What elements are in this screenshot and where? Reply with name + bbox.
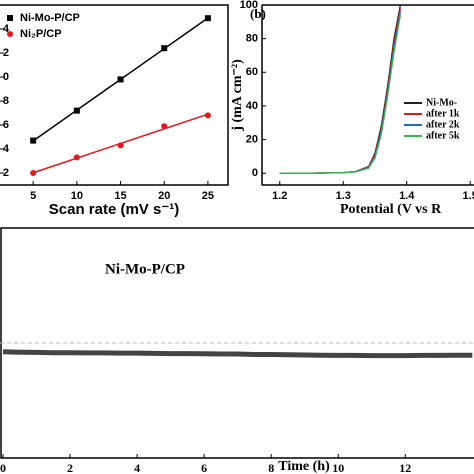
x-tick-label: 10 [71, 190, 83, 202]
y-tick-label: 60 [246, 66, 258, 78]
legend-label: after 1k [426, 108, 460, 119]
y-tick-label: 8 [3, 95, 9, 107]
x-tick-label: 20 [158, 190, 170, 202]
x-tick-label: 1.2 [272, 190, 287, 202]
legend-label: after 2k [426, 119, 460, 130]
point [30, 170, 37, 176]
line [279, 4, 402, 174]
y-tick-label: 0 [252, 167, 258, 179]
x-tick-label: 12 [399, 461, 411, 474]
line [279, 14, 402, 174]
line [279, 11, 402, 174]
chart-title: Ni-Mo-P/CP [105, 261, 185, 277]
y-tick-label: 6 [3, 119, 9, 131]
y-tick-label: 40 [246, 100, 258, 112]
x-tick-label: 15 [114, 190, 126, 202]
point [73, 154, 80, 161]
x-tick-label: 6 [201, 461, 207, 474]
point [73, 107, 80, 114]
y-tick-label: 100 [240, 0, 258, 11]
point [204, 15, 211, 22]
line [2, 349, 473, 359]
x-tick-label: 8 [268, 461, 274, 474]
y-tick-label: 0 [3, 71, 9, 83]
y-tick-label: 2 [3, 47, 9, 59]
point [117, 142, 124, 149]
x-tick-label: 5 [30, 190, 36, 202]
y-tick-label: 20 [246, 133, 258, 145]
y-tick-label: 4 [3, 23, 10, 35]
legend-label: Ni₂P/CP [20, 28, 62, 40]
x-tick-label: 1.4 [399, 190, 415, 202]
x-tick-label: 1.5 [463, 190, 474, 202]
axis-a-frame [0, 4, 229, 186]
point [117, 76, 124, 83]
x-tick-label: 1.3 [336, 190, 351, 202]
legend-label: after 5k [426, 130, 460, 141]
x-tick-label: 25 [202, 190, 214, 202]
legend-label: Ni-Mo-P/CP [20, 12, 80, 24]
x-axis-label: Scan rate (mV s⁻¹) [49, 201, 179, 218]
point [161, 45, 168, 52]
legend-swatch [7, 31, 13, 37]
x-axis-label: Potential (V vs R [340, 202, 442, 217]
x-tick-label: 10 [332, 461, 344, 474]
y-tick-label: 80 [246, 33, 258, 45]
point [30, 137, 37, 144]
y-tick-label: 2 [3, 167, 9, 179]
x-tick-label: 4 [134, 461, 140, 474]
panel-label: (b) [250, 6, 266, 21]
y-tick-label: 4 [3, 143, 10, 155]
point [161, 123, 168, 130]
x-tick-label: 2 [67, 461, 73, 474]
point [204, 112, 211, 119]
line [279, 8, 402, 174]
x-axis-label: Time (h) [278, 459, 330, 474]
y-axis-label: j (mA cm⁻²) [230, 59, 245, 132]
legend-swatch [7, 15, 13, 21]
x-tick-label: 0 [0, 461, 6, 474]
legend-label: Ni-Mo- [426, 97, 457, 108]
